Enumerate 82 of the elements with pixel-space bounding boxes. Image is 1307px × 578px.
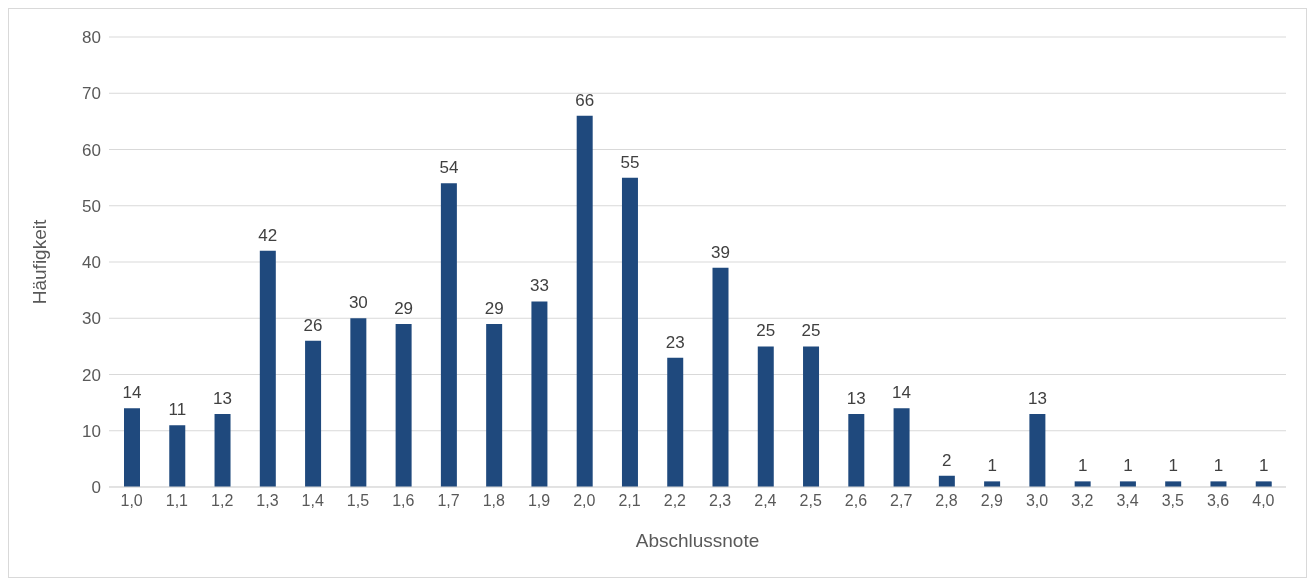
data-label: 1 bbox=[1213, 456, 1224, 476]
bar bbox=[124, 408, 140, 487]
data-label: 39 bbox=[711, 242, 730, 262]
data-label: 13 bbox=[1027, 388, 1047, 408]
data-label: 33 bbox=[529, 276, 549, 296]
data-label: 13 bbox=[213, 388, 232, 408]
data-label: 1 bbox=[987, 456, 997, 476]
x-tick-label: 2,0 bbox=[573, 492, 596, 510]
x-tick-label: 3,2 bbox=[1071, 492, 1094, 510]
x-tick-label: 1,1 bbox=[165, 492, 189, 510]
y-axis-title: Häufigkeit bbox=[28, 219, 50, 305]
data-label: 29 bbox=[484, 298, 504, 318]
x-tick-label: 1,6 bbox=[392, 492, 415, 510]
y-tick-label: 80 bbox=[82, 28, 101, 48]
x-tick-label: 1,3 bbox=[256, 492, 279, 510]
y-tick-label: 40 bbox=[82, 253, 101, 273]
y-tick-label: 70 bbox=[82, 84, 101, 104]
bar bbox=[712, 267, 729, 487]
x-tick-label: 3,0 bbox=[1025, 492, 1049, 510]
x-tick-label: 1,9 bbox=[527, 492, 551, 510]
bar bbox=[803, 346, 820, 487]
y-tick-label: 60 bbox=[82, 140, 101, 160]
bar bbox=[305, 340, 322, 487]
x-tick-label: 1,2 bbox=[211, 492, 234, 510]
bar bbox=[440, 183, 457, 487]
data-label: 54 bbox=[439, 158, 459, 178]
data-label: 11 bbox=[168, 400, 187, 420]
y-tick-label: 0 bbox=[91, 478, 101, 498]
data-label: 1 bbox=[1077, 456, 1088, 476]
x-tick-label: 1,7 bbox=[437, 492, 460, 510]
bar bbox=[757, 346, 774, 487]
bar bbox=[169, 425, 186, 487]
data-label: 30 bbox=[348, 293, 368, 313]
data-label: 13 bbox=[846, 388, 866, 408]
x-tick-label: 2,4 bbox=[754, 492, 777, 510]
data-label: 14 bbox=[122, 383, 142, 403]
data-label: 26 bbox=[303, 315, 323, 335]
bar bbox=[1029, 413, 1046, 487]
bar bbox=[667, 357, 684, 487]
data-label: 66 bbox=[575, 90, 595, 110]
bar bbox=[531, 301, 548, 487]
x-tick-label: 2,1 bbox=[618, 492, 641, 510]
data-label: 14 bbox=[892, 383, 912, 403]
bar bbox=[214, 413, 231, 487]
x-tick-label: 2,3 bbox=[709, 492, 732, 510]
x-tick-label: 1,8 bbox=[482, 492, 506, 510]
x-axis-title: Abschlussnote bbox=[635, 530, 760, 551]
bar bbox=[486, 323, 503, 487]
data-label: 55 bbox=[620, 152, 640, 172]
bar bbox=[893, 408, 910, 487]
bar bbox=[621, 177, 638, 487]
x-tick-label: 2,7 bbox=[890, 492, 913, 510]
y-tick-label: 10 bbox=[82, 421, 101, 441]
data-label: 42 bbox=[258, 225, 278, 245]
x-tick-label: 3,4 bbox=[1116, 492, 1139, 510]
x-tick-label: 3,6 bbox=[1206, 492, 1230, 510]
x-tick-label: 2,9 bbox=[980, 492, 1003, 510]
x-tick-label: 2,5 bbox=[799, 492, 822, 510]
data-label: 2 bbox=[942, 450, 952, 470]
bar bbox=[350, 318, 367, 487]
data-label: 23 bbox=[665, 332, 685, 352]
data-label: 1 bbox=[1259, 456, 1269, 476]
bar bbox=[395, 323, 412, 487]
x-tick-label: 1,0 bbox=[120, 492, 143, 510]
y-tick-label: 30 bbox=[82, 309, 101, 329]
data-label: 25 bbox=[756, 321, 776, 341]
x-tick-label: 3,5 bbox=[1161, 492, 1185, 510]
y-tick-label: 20 bbox=[82, 365, 101, 385]
bar bbox=[848, 413, 865, 487]
bar bbox=[576, 115, 593, 487]
x-tick-label: 1,5 bbox=[346, 492, 370, 510]
x-tick-label: 1,4 bbox=[301, 492, 324, 510]
bar bbox=[259, 250, 276, 487]
data-label: 25 bbox=[801, 321, 821, 341]
x-tick-label: 2,6 bbox=[844, 492, 868, 510]
x-tick-label: 4,0 bbox=[1252, 492, 1275, 510]
data-label: 29 bbox=[394, 298, 414, 318]
x-tick-label: 2,2 bbox=[663, 492, 687, 510]
x-tick-label: 2,8 bbox=[935, 492, 958, 510]
data-label: 1 bbox=[1168, 456, 1178, 476]
data-label: 1 bbox=[1123, 456, 1133, 476]
y-tick-label: 50 bbox=[82, 196, 101, 216]
